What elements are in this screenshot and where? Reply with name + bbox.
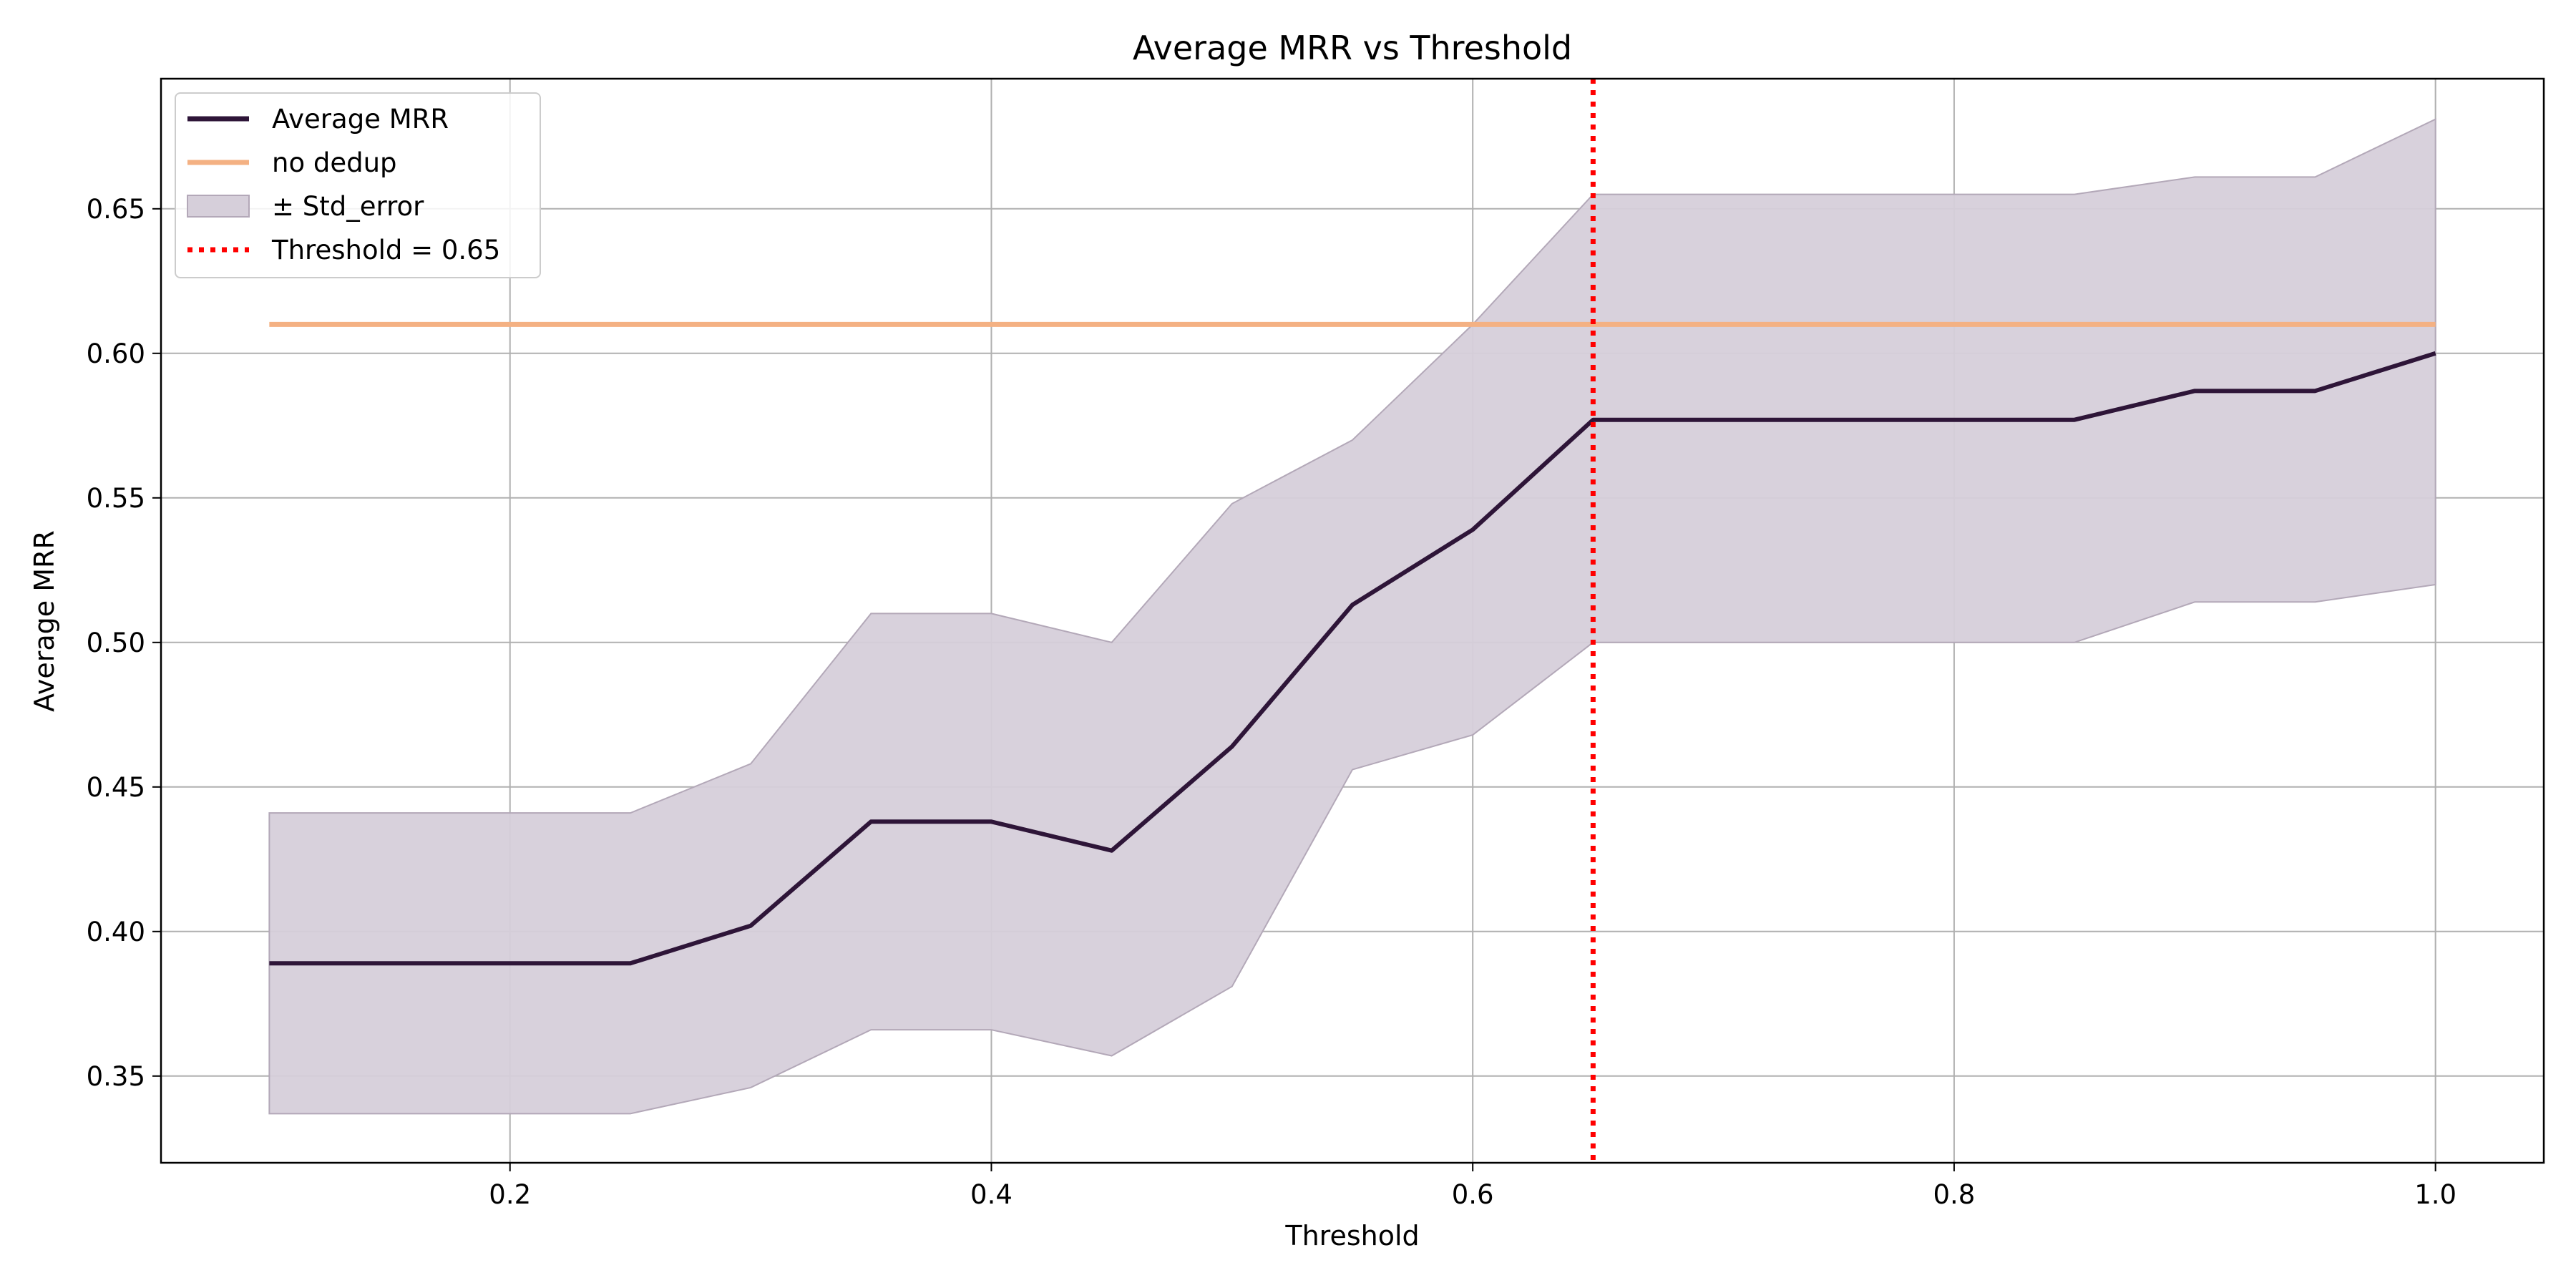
x-tick-label: 0.2 [489, 1179, 531, 1210]
x-tick-label: 0.8 [1933, 1179, 1975, 1210]
y-tick-label: 0.45 [87, 772, 145, 803]
legend-box [175, 92, 541, 278]
legend-average-mrr-label: Average MRR [272, 104, 449, 135]
x-tick-label: 1.0 [2414, 1179, 2457, 1210]
x-axis-title: Threshold [1284, 1220, 1419, 1252]
legend-no-dedup-label: no dedup [272, 147, 397, 178]
y-tick-label: 0.35 [87, 1061, 145, 1092]
average-mrr-line [269, 351, 2436, 966]
legend: Average MRR no dedup ± Std_error Threshold … [175, 92, 541, 278]
chart-title: Average MRR vs Threshold [1133, 29, 1572, 67]
y-tick-label: 0.50 [87, 628, 145, 658]
y-tick-label: 0.55 [87, 483, 145, 514]
std-error-band-layer [268, 117, 2436, 1115]
plot-frame [160, 77, 2545, 1164]
x-tick-label: 0.4 [970, 1179, 1013, 1210]
y-tick-label: 0.40 [87, 917, 145, 947]
y-tick-label: 0.60 [87, 338, 145, 369]
y-tick-label: 0.65 [87, 194, 145, 225]
series-layer [269, 79, 2436, 1163]
axis-ticks: 0.2 0.4 0.6 0.8 1.0 0.35 0.40 0.45 0.50 0.55 0.60 0… [87, 194, 2457, 1210]
legend-std-error-swatch [187, 195, 250, 218]
std-error-band [268, 117, 2436, 1115]
legend-std-error-label: ± Std_error [272, 191, 424, 222]
y-axis-title: Average MRR [29, 530, 60, 712]
x-tick-label: 0.6 [1452, 1179, 1494, 1210]
legend-threshold-label: Threshold = 0.65 [271, 235, 500, 265]
